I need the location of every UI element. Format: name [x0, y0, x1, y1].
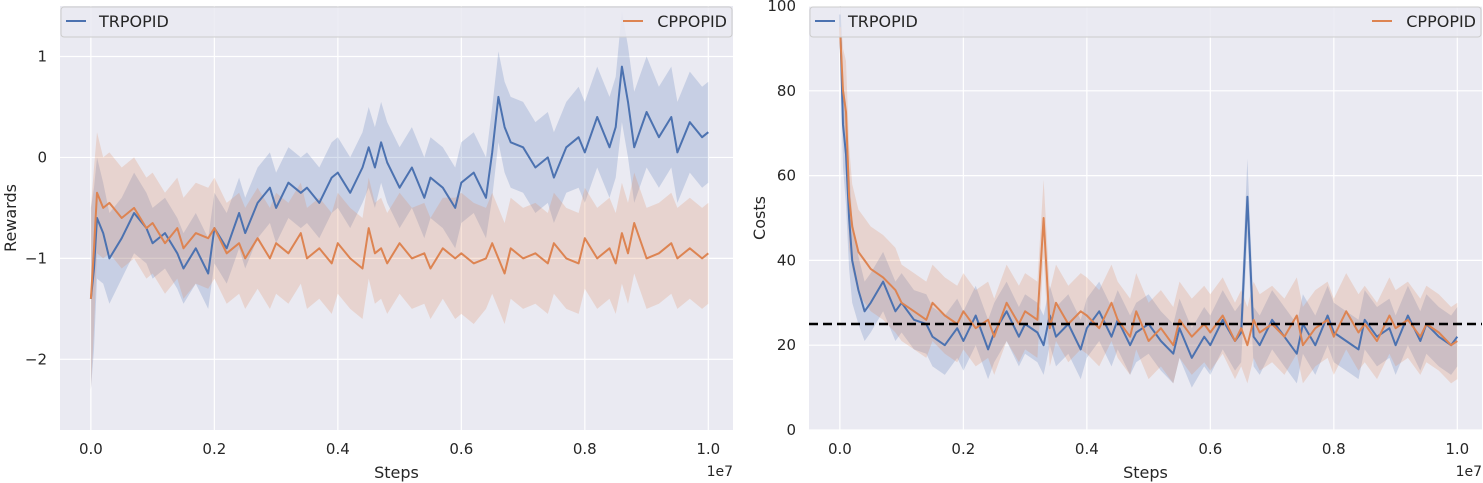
- x-axis-label: Steps: [1123, 463, 1168, 482]
- y-tick-label: 0: [37, 148, 47, 166]
- y-tick-label: 1: [37, 47, 47, 65]
- legend-frame: [60, 6, 733, 38]
- series-line-cppopid: [89, 191, 709, 299]
- y-tick-label: −1: [25, 249, 47, 267]
- legend-frame: [809, 6, 1482, 38]
- legend: TRPOPID CPPOPID: [60, 6, 733, 38]
- x-tick-label: 0.0: [828, 440, 852, 458]
- confidence-band-trpopid: [839, 6, 1458, 388]
- x-tick-label: 0.4: [1075, 440, 1099, 458]
- x-axis-label: Steps: [374, 463, 419, 482]
- x-tick-label: 0.8: [573, 440, 597, 458]
- x-tick-label: 0.6: [449, 440, 473, 458]
- x-tick-label: 1.0: [1445, 440, 1469, 458]
- legend-label-cppopid: CPPOPID: [1406, 12, 1476, 31]
- x-offset-label: 1e7: [707, 464, 733, 480]
- y-tick-label: 60: [777, 167, 796, 185]
- x-tick-label: 0.4: [326, 440, 350, 458]
- x-tick-label: 1.0: [696, 440, 720, 458]
- plot-area: [838, 6, 1459, 388]
- y-tick-label: 20: [777, 336, 796, 354]
- x-tick-label: 0.2: [202, 440, 226, 458]
- series-line-cppopid: [838, 27, 1458, 347]
- plot-area: [89, 11, 709, 390]
- confidence-band-trpopid: [90, 11, 709, 390]
- series-line-trpopid: [89, 65, 709, 299]
- x-tick-label: 0.2: [951, 440, 975, 458]
- x-tick-label: 0.8: [1322, 440, 1346, 458]
- y-tick-label: 100: [767, 0, 796, 15]
- legend-label-cppopid: CPPOPID: [657, 12, 727, 31]
- legend: TRPOPID CPPOPID: [809, 6, 1482, 38]
- x-offset-label: 1e7: [1456, 464, 1482, 480]
- x-tick-label: 0.0: [79, 440, 103, 458]
- series-line-trpopid: [838, 14, 1459, 359]
- costs-chart: 0.0 0.2 0.4 0.6 0.8 1.0 0 20 40 60 80 100 Steps Costs…: [750, 0, 1482, 482]
- legend-label-trpopid: TRPOPID: [98, 12, 169, 31]
- y-axis-label: Rewards: [1, 184, 20, 252]
- y-tick-label: −2: [25, 350, 47, 368]
- plot-background: [809, 6, 1482, 430]
- y-tick-label: 40: [777, 251, 796, 269]
- rewards-chart: 0.0 0.2 0.4 0.6 0.8 1.0 −2 −1 0 1 Steps Rewards 1e7 T…: [1, 6, 733, 482]
- legend-label-trpopid: TRPOPID: [847, 12, 918, 31]
- y-tick-label: 80: [777, 82, 796, 100]
- y-axis-label: Costs: [750, 196, 769, 240]
- x-tick-label: 0.6: [1198, 440, 1222, 458]
- confidence-band-cppopid: [90, 132, 709, 390]
- y-tick-label: 0: [786, 421, 796, 439]
